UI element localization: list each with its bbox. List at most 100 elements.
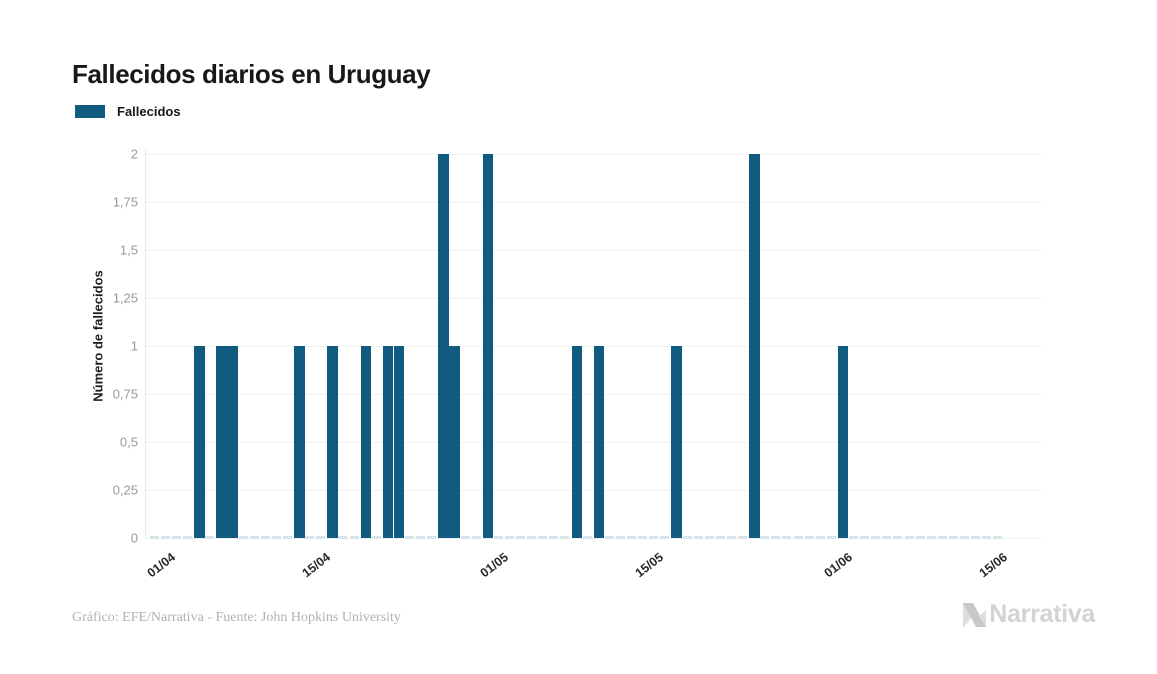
zero-day-dash [516, 536, 526, 539]
y-tick-label: 0,25 [112, 482, 138, 498]
y-tick-label: 1 [130, 338, 138, 354]
zero-day-dash [937, 536, 947, 539]
zero-day-dash [993, 536, 1003, 539]
bar [216, 346, 227, 538]
narrativa-logo-icon [963, 602, 987, 628]
zero-day-dash [948, 536, 958, 539]
zero-day-dash [871, 536, 881, 539]
zero-day-dash [260, 536, 270, 539]
zero-day-dash [604, 536, 614, 539]
zero-day-dash [205, 536, 215, 539]
zero-day-dash [693, 536, 703, 539]
zero-day-dash [849, 536, 859, 539]
zero-day-dash [971, 536, 981, 539]
zero-day-dash [282, 536, 292, 539]
zero-day-dash [527, 536, 537, 539]
narrativa-logo: Narrativa [962, 600, 1095, 629]
x-axis-baseline [145, 538, 1042, 539]
gridline [145, 154, 1042, 155]
y-tick-label: 1,5 [119, 242, 138, 258]
zero-day-dash [538, 536, 548, 539]
chart-credit: Gráfico: EFE/Narrativa - Fuente: John Ho… [72, 610, 401, 625]
y-tick-label: 2 [130, 146, 138, 162]
zero-day-dash [760, 536, 770, 539]
bar [749, 154, 760, 538]
zero-day-dash [738, 536, 748, 539]
zero-day-dash [882, 536, 892, 539]
zero-day-dash [771, 536, 781, 539]
bar [393, 346, 405, 538]
zero-day-dash [704, 536, 714, 539]
narrativa-logo-text: Narrativa [989, 600, 1095, 628]
bar [571, 346, 583, 538]
zero-day-dash [338, 536, 348, 539]
zero-day-dash [160, 536, 170, 539]
zero-day-dash [416, 536, 426, 539]
y-tick-label: 1,75 [112, 194, 138, 210]
gridline [145, 490, 1042, 491]
x-tick-label: 15/04 [299, 550, 334, 581]
y-tick-label: 0,75 [112, 386, 138, 402]
legend: Fallecidos [75, 104, 181, 119]
bar [294, 346, 305, 538]
bar [438, 154, 449, 538]
zero-day-dash [638, 536, 648, 539]
zero-day-dash [504, 536, 514, 539]
zero-day-dash [793, 536, 803, 539]
zero-day-dash [660, 536, 670, 539]
gridline [145, 346, 1042, 347]
zero-day-dash [826, 536, 836, 539]
legend-label: Fallecidos [117, 104, 181, 119]
zero-day-dash [860, 536, 870, 539]
zero-day-dash [915, 536, 925, 539]
zero-day-dash [271, 536, 281, 539]
bar [382, 346, 394, 538]
page-title: Fallecidos diarios en Uruguay [72, 59, 431, 90]
x-tick-label: 01/05 [477, 550, 511, 581]
zero-day-dash [904, 536, 914, 539]
gridline [145, 442, 1042, 443]
zero-day-dash [960, 536, 970, 539]
zero-day-dash [782, 536, 792, 539]
zero-day-dash [615, 536, 625, 539]
y-tick-label: 1,25 [112, 290, 138, 306]
zero-day-dash [149, 536, 159, 539]
gridline [145, 202, 1042, 203]
zero-day-dash [371, 536, 381, 539]
zero-day-dash [305, 536, 315, 539]
zero-day-dash [493, 536, 503, 539]
zero-day-dash [249, 536, 259, 539]
y-tick-label: 0 [130, 530, 138, 546]
x-tick-label: 15/05 [632, 550, 667, 581]
zero-day-dash [715, 536, 725, 539]
zero-day-dash [316, 536, 326, 539]
zero-day-dash [238, 536, 248, 539]
zero-day-dash [471, 536, 481, 539]
zero-day-dash [815, 536, 825, 539]
gridline [145, 298, 1042, 299]
bar [671, 346, 682, 538]
x-tick-label: 01/06 [821, 550, 855, 581]
x-tick-label: 15/06 [976, 550, 1011, 581]
y-axis-title: Número de fallecidos [90, 270, 106, 402]
zero-day-dash [549, 536, 559, 539]
zero-day-dash [349, 536, 359, 539]
zero-day-dash [649, 536, 659, 539]
bar [327, 346, 338, 538]
zero-day-dash [171, 536, 181, 539]
zero-day-dash [460, 536, 470, 539]
y-tick-label: 0,5 [119, 434, 138, 450]
zero-day-dash [627, 536, 637, 539]
bar [593, 346, 605, 538]
gridline [145, 394, 1042, 395]
zero-day-dash [804, 536, 814, 539]
zero-day-dash [560, 536, 570, 539]
x-tick-label: 01/04 [144, 550, 178, 581]
bar [360, 346, 372, 538]
zero-day-dash [405, 536, 415, 539]
bar [227, 346, 238, 538]
zero-day-dash [926, 536, 936, 539]
bar [449, 346, 460, 538]
bar [837, 346, 849, 538]
bar [194, 346, 205, 538]
